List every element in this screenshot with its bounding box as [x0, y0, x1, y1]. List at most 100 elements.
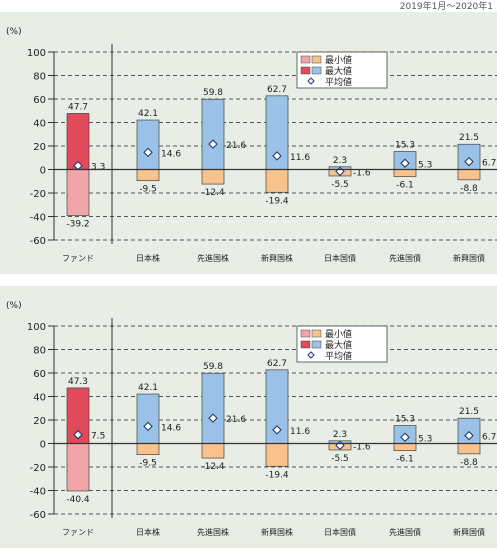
y-tick-label: 20	[33, 142, 46, 153]
avg-marker-4	[272, 425, 282, 435]
y-tick-label: 80	[33, 72, 46, 83]
min-label-6: -6.1	[396, 455, 414, 465]
avg-label-7: 6.7	[482, 433, 496, 443]
legend-swatch-asset-min	[311, 329, 322, 338]
min-label-6: -6.1	[396, 181, 414, 191]
legend-swatch-asset-max	[311, 340, 322, 349]
min-label-2: -9.5	[139, 459, 157, 469]
y-tick-label: -60	[30, 510, 46, 521]
avg-label-1: 7.5	[91, 432, 105, 442]
avg-marker-7	[464, 156, 474, 167]
category-label-1: ファンド	[62, 528, 94, 537]
y-tick-label: 0	[40, 166, 46, 177]
min-label-2: -9.5	[139, 185, 157, 195]
max-label-4: 62.7	[267, 85, 287, 95]
avg-marker-3	[208, 139, 218, 149]
avg-marker-2	[143, 421, 153, 432]
avg-label-5: -1.6	[353, 168, 371, 178]
min-label-1: -39.2	[66, 220, 89, 230]
max-label-7: 21.5	[459, 407, 479, 417]
legend-label-min: 最小値	[325, 54, 352, 66]
y-tick-label: 100	[27, 48, 46, 59]
avg-marker-6	[400, 432, 410, 443]
y-tick-label: -40	[30, 487, 46, 498]
max-label-3: 59.8	[203, 362, 223, 372]
avg-label-3: 21.6	[226, 141, 246, 151]
legend-swatch-fund-max	[300, 340, 311, 349]
avg-marker-4	[272, 151, 282, 161]
max-label-4: 62.7	[267, 359, 287, 369]
min-label-5: -5.5	[331, 454, 349, 464]
category-label-1: ファンド	[62, 254, 94, 263]
avg-marker-6	[400, 158, 410, 169]
max-label-2: 42.1	[138, 109, 158, 119]
bar-min-3	[201, 443, 225, 459]
bar-min-4	[265, 169, 289, 193]
bar-min-7	[457, 169, 481, 181]
legend-swatch-fund-max	[300, 66, 311, 75]
bar-max-2	[136, 393, 160, 444]
y-tick-label: 60	[33, 369, 46, 380]
chart-2: (%) 100 80 60 40 20 0 -20 -40 -60 47.3 -40.4 7.5 ファンド…	[6, 301, 497, 537]
avg-label-2: 14.6	[161, 423, 181, 433]
max-label-7: 21.5	[459, 133, 479, 143]
avg-label-5: -1.6	[353, 442, 371, 452]
avg-label-4: 11.6	[290, 153, 310, 163]
category-label-3: 先進国株	[197, 527, 229, 537]
avg-label-4: 11.6	[290, 427, 310, 437]
bar-min-2	[136, 443, 160, 456]
y-tick-label: 20	[33, 416, 46, 427]
legend-swatch-asset-max	[311, 66, 322, 75]
legend-swatch-fund-min	[300, 55, 311, 64]
avg-label-1: 3.3	[91, 163, 105, 173]
min-label-7: -8.8	[460, 184, 478, 194]
avg-label-2: 14.6	[161, 149, 181, 159]
category-label-6: 先進国債	[389, 253, 421, 263]
bar-max-3	[201, 98, 225, 170]
avg-label-7: 6.7	[482, 159, 496, 169]
min-label-4: -19.4	[265, 196, 289, 206]
legend-marker-avg	[307, 351, 315, 359]
category-label-4: 新興国株	[261, 527, 293, 537]
category-label-2: 日本株	[136, 253, 160, 263]
max-label-3: 59.8	[203, 88, 223, 98]
bar-min-3	[201, 169, 225, 185]
y-tick-label: 80	[33, 346, 46, 357]
max-label-1: 47.7	[68, 102, 88, 112]
avg-label-6: 5.3	[418, 160, 432, 170]
legend-label-avg: 平均値	[325, 76, 352, 88]
avg-label-3: 21.6	[226, 415, 246, 425]
legend-swatch-fund-min	[300, 329, 311, 338]
y-tick-label: -60	[30, 236, 46, 247]
bar-min-2	[136, 169, 160, 182]
avg-marker-3	[208, 413, 218, 423]
bar-min-6	[393, 443, 417, 452]
chart-panel-2: (%) 100 80 60 40 20 0 -20 -40 -60 47.3 -40.4 7.5 ファンド…	[0, 286, 497, 548]
category-label-5: 日本国債	[324, 527, 356, 537]
category-label-7: 新興国債	[453, 527, 485, 537]
bar-min-1	[66, 443, 90, 492]
category-label-2: 日本株	[136, 527, 160, 537]
avg-marker-1	[73, 429, 83, 440]
avg-marker-2	[143, 147, 153, 158]
min-label-1: -40.4	[66, 495, 90, 505]
bar-max-3	[201, 372, 225, 444]
header-date-range: 2019年1月〜2020年1	[399, 2, 493, 12]
chart-1: (%) 100 80 60 40 20 0 -20 -40 -60 47.7 -39.2 3.3 ファンド…	[6, 27, 497, 263]
legend-label-min: 最小値	[325, 328, 352, 340]
min-label-5: -5.5	[331, 180, 349, 190]
chart-panel-1: (%) 100 80 60 40 20 0 -20 -40 -60 47.7 -39.2 3.3 ファンド…	[0, 12, 497, 274]
legend-marker-avg	[307, 77, 315, 85]
y-unit-label: (%)	[6, 301, 22, 311]
min-label-3: -12.4	[201, 462, 225, 472]
max-label-6: 15.3	[395, 415, 415, 425]
y-tick-label: -40	[30, 213, 46, 224]
bar-max-2	[136, 119, 160, 170]
y-tick-label: 40	[33, 119, 46, 130]
max-label-1: 47.3	[68, 377, 88, 387]
y-tick-label: 60	[33, 95, 46, 106]
legend-label-max: 最大値	[325, 65, 352, 77]
y-tick-label: -20	[30, 189, 46, 200]
bar-min-7	[457, 443, 481, 455]
